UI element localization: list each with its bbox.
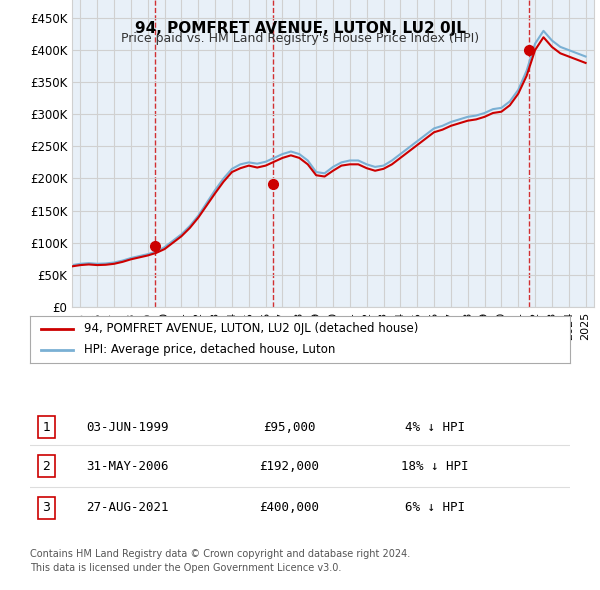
Text: 94, POMFRET AVENUE, LUTON, LU2 0JL: 94, POMFRET AVENUE, LUTON, LU2 0JL <box>134 21 466 35</box>
Text: 4% ↓ HPI: 4% ↓ HPI <box>405 421 465 434</box>
Text: 2: 2 <box>42 460 50 473</box>
Text: HPI: Average price, detached house, Luton: HPI: Average price, detached house, Luto… <box>84 343 335 356</box>
Text: £95,000: £95,000 <box>263 421 316 434</box>
Text: This data is licensed under the Open Government Licence v3.0.: This data is licensed under the Open Gov… <box>30 563 341 573</box>
Text: £400,000: £400,000 <box>259 501 319 514</box>
Text: Price paid vs. HM Land Registry's House Price Index (HPI): Price paid vs. HM Land Registry's House … <box>121 32 479 45</box>
Text: £192,000: £192,000 <box>259 460 319 473</box>
Text: 27-AUG-2021: 27-AUG-2021 <box>86 501 169 514</box>
Text: 03-JUN-1999: 03-JUN-1999 <box>86 421 169 434</box>
Text: 31-MAY-2006: 31-MAY-2006 <box>86 460 169 473</box>
Text: 94, POMFRET AVENUE, LUTON, LU2 0JL (detached house): 94, POMFRET AVENUE, LUTON, LU2 0JL (deta… <box>84 322 418 335</box>
Text: Contains HM Land Registry data © Crown copyright and database right 2024.: Contains HM Land Registry data © Crown c… <box>30 549 410 559</box>
Text: 3: 3 <box>42 501 50 514</box>
Text: 18% ↓ HPI: 18% ↓ HPI <box>401 460 469 473</box>
Text: 6% ↓ HPI: 6% ↓ HPI <box>405 501 465 514</box>
Text: 1: 1 <box>42 421 50 434</box>
